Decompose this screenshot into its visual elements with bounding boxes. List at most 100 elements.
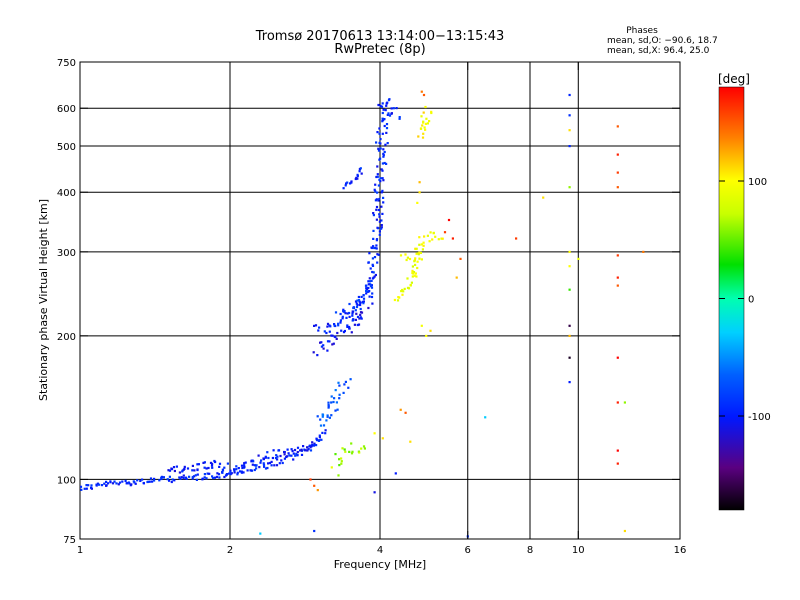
- data-point: [151, 480, 154, 483]
- data-point: [242, 471, 245, 474]
- data-point: [358, 451, 361, 454]
- data-point: [344, 312, 347, 315]
- data-point: [253, 468, 256, 472]
- data-point: [345, 316, 348, 319]
- data-point: [225, 473, 229, 476]
- data-point: [359, 311, 363, 314]
- data-point: [95, 483, 98, 486]
- data-point: [319, 341, 322, 344]
- data-point: [413, 274, 416, 277]
- x-axis-label: Frequency [MHz]: [334, 558, 426, 571]
- data-point: [381, 169, 384, 172]
- data-point: [385, 127, 389, 130]
- data-point: [390, 107, 393, 110]
- data-point: [382, 152, 385, 155]
- data-point: [385, 104, 388, 107]
- data-point: [422, 132, 425, 135]
- data-point: [377, 184, 380, 187]
- data-point: [100, 484, 104, 487]
- data-point: [113, 480, 116, 483]
- data-point: [422, 111, 425, 114]
- data-point: [307, 448, 310, 451]
- data-point: [306, 449, 309, 452]
- data-point: [353, 323, 356, 326]
- data-point: [322, 344, 325, 347]
- data-point: [568, 356, 571, 359]
- data-point: [334, 389, 337, 392]
- data-point: [326, 414, 329, 417]
- data-point: [374, 273, 377, 277]
- data-point: [342, 308, 345, 311]
- data-point: [318, 434, 321, 437]
- data-point: [205, 467, 208, 470]
- data-point: [429, 231, 432, 234]
- data-point: [148, 480, 151, 483]
- data-point: [380, 105, 384, 108]
- data-point: [196, 468, 199, 471]
- data-point: [408, 257, 412, 261]
- data-point: [319, 424, 323, 427]
- data-point: [340, 457, 343, 460]
- data-point: [390, 112, 393, 115]
- data-point: [124, 479, 127, 482]
- data-point: [334, 453, 337, 456]
- data-point: [383, 124, 386, 128]
- data-point: [191, 464, 194, 467]
- data-point: [300, 449, 303, 452]
- data-point: [371, 257, 374, 260]
- data-point: [125, 482, 128, 485]
- data-point: [206, 472, 209, 475]
- data-point: [378, 127, 381, 130]
- data-point: [378, 197, 381, 201]
- data-point: [328, 340, 331, 343]
- colorbar-tick-label: -100: [748, 412, 771, 423]
- data-point: [250, 469, 253, 472]
- data-point: [616, 186, 619, 189]
- data-point: [359, 167, 362, 170]
- data-point: [196, 473, 199, 476]
- data-point: [262, 458, 265, 461]
- data-point: [264, 467, 268, 470]
- data-point: [382, 179, 385, 182]
- data-point: [398, 117, 401, 120]
- data-point: [243, 465, 246, 468]
- data-point: [388, 114, 392, 117]
- data-point: [383, 150, 386, 154]
- data-point: [168, 469, 172, 472]
- data-point: [203, 476, 206, 479]
- data-point: [412, 271, 416, 274]
- data-point: [542, 196, 545, 199]
- data-point: [348, 327, 351, 330]
- stats-line-x: mean, sd,X: 96.4, 25.0: [607, 46, 710, 56]
- data-point: [568, 265, 571, 268]
- data-point: [426, 122, 429, 125]
- data-point: [371, 292, 374, 295]
- data-point: [235, 468, 238, 471]
- data-point: [173, 479, 176, 482]
- data-point: [246, 469, 249, 472]
- data-point: [342, 310, 345, 313]
- data-point: [149, 477, 153, 480]
- data-point: [362, 445, 366, 448]
- data-point: [372, 237, 375, 240]
- data-point: [395, 107, 398, 110]
- data-point: [130, 483, 133, 486]
- data-point: [327, 406, 330, 409]
- data-point: [369, 283, 372, 286]
- data-point: [344, 184, 347, 187]
- data-point: [371, 270, 374, 274]
- data-point: [171, 478, 174, 481]
- data-point: [420, 324, 423, 327]
- data-point: [326, 349, 329, 352]
- data-point: [346, 324, 349, 327]
- data-point: [160, 477, 163, 481]
- data-point: [117, 483, 120, 486]
- data-point: [577, 257, 580, 260]
- data-point: [358, 170, 361, 173]
- data-point: [313, 324, 316, 327]
- data-point: [423, 126, 426, 129]
- data-point: [373, 491, 376, 494]
- data-point: [85, 487, 88, 490]
- data-point: [432, 231, 435, 234]
- data-point: [251, 463, 254, 466]
